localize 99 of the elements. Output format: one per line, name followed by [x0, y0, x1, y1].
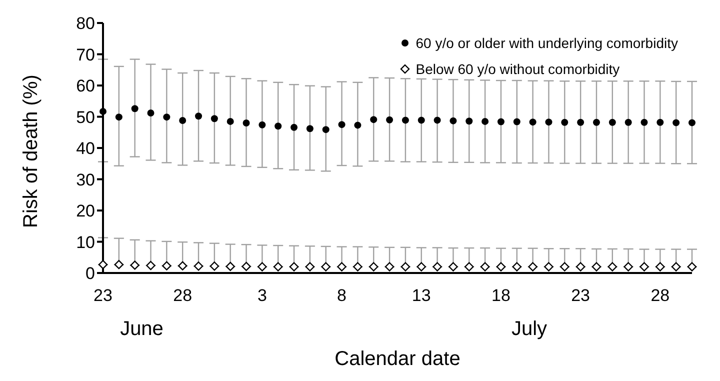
y-tick-label: 40	[76, 139, 95, 158]
point	[482, 118, 489, 125]
point	[274, 122, 282, 130]
y-tick-label: 80	[76, 14, 95, 34]
point	[687, 262, 697, 272]
point	[416, 262, 426, 272]
point	[178, 261, 188, 270]
point	[274, 262, 283, 272]
point	[305, 262, 315, 272]
point	[592, 118, 600, 126]
y-tick-label: 60	[76, 76, 95, 96]
point	[464, 262, 474, 272]
x-tick-label: 18	[492, 286, 510, 306]
point	[608, 262, 618, 272]
point	[400, 262, 410, 272]
point	[162, 261, 172, 270]
point	[560, 262, 570, 272]
point	[195, 112, 202, 120]
point	[163, 114, 170, 121]
point	[384, 262, 394, 272]
point	[497, 118, 504, 126]
point	[529, 118, 536, 126]
point	[306, 125, 314, 132]
point	[450, 117, 457, 124]
text: July	[510, 318, 548, 341]
point	[100, 108, 106, 115]
point	[640, 262, 649, 272]
point	[402, 116, 409, 124]
point	[528, 262, 538, 272]
point	[496, 262, 506, 272]
x-tick-label: 3	[257, 286, 267, 306]
point	[338, 121, 346, 128]
point	[640, 118, 648, 126]
point	[289, 262, 299, 272]
point	[226, 262, 235, 272]
point	[656, 118, 664, 126]
point	[671, 262, 681, 272]
point	[98, 260, 108, 270]
text: June	[119, 318, 164, 341]
point	[354, 122, 362, 129]
x-axis-title: Calendar date	[334, 348, 460, 370]
y-tick-label: 30	[76, 170, 95, 190]
point	[434, 116, 441, 124]
x-tick-label: 8	[337, 286, 347, 306]
point	[194, 262, 204, 271]
point	[672, 119, 680, 126]
y-tick-label: 0	[86, 264, 95, 284]
point	[337, 262, 346, 272]
point	[418, 116, 425, 124]
point	[466, 118, 473, 125]
point	[448, 262, 458, 272]
x-tick-label: 28	[650, 286, 670, 306]
point	[624, 262, 633, 272]
point	[369, 262, 378, 272]
point	[608, 118, 616, 126]
x-tick-label: 13	[412, 286, 431, 306]
point	[179, 117, 186, 124]
point	[545, 118, 552, 126]
point	[544, 262, 554, 272]
x-tick-label: 23	[94, 286, 112, 306]
point	[512, 262, 522, 272]
point	[210, 262, 220, 271]
legend-label: 60 y/o or older with underlying comorbidity	[416, 34, 678, 53]
point	[131, 105, 138, 112]
point	[210, 115, 218, 122]
point	[353, 262, 362, 272]
point	[258, 262, 267, 272]
point	[370, 116, 378, 124]
x-tick-label: 23	[571, 286, 590, 306]
point	[480, 262, 490, 272]
point	[592, 262, 602, 272]
point	[386, 116, 394, 124]
point	[115, 114, 122, 121]
point	[242, 120, 250, 126]
point	[513, 118, 520, 126]
point	[432, 262, 442, 272]
point	[226, 118, 234, 125]
point	[114, 260, 124, 270]
legend-label: Below 60 y/o without comorbidity	[416, 60, 620, 79]
point	[147, 110, 154, 116]
point	[321, 262, 330, 272]
point	[624, 118, 632, 126]
point	[688, 119, 696, 126]
point	[258, 121, 266, 128]
point	[656, 262, 665, 272]
point	[290, 124, 298, 131]
point	[322, 126, 330, 134]
point	[561, 118, 568, 126]
point	[130, 260, 140, 270]
y-tick-label: 50	[76, 108, 95, 127]
y-tick-label: 10	[76, 232, 95, 252]
point	[577, 118, 584, 126]
x-tick-label: 28	[173, 286, 192, 306]
y-tick-label: 70	[76, 45, 95, 64]
point	[146, 260, 156, 270]
y-tick-label: 20	[76, 202, 95, 221]
point	[242, 262, 251, 272]
y-axis-title: Risk of death (%)	[20, 74, 42, 228]
point	[576, 262, 586, 272]
